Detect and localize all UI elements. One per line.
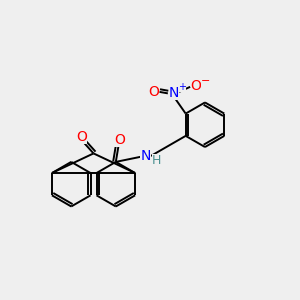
- Text: N: N: [169, 86, 179, 100]
- Text: O: O: [190, 79, 202, 93]
- Text: −: −: [201, 76, 210, 85]
- Text: +: +: [178, 82, 186, 92]
- Text: H: H: [152, 154, 161, 167]
- Text: O: O: [114, 134, 125, 148]
- Text: O: O: [76, 130, 87, 144]
- Text: N: N: [140, 149, 151, 163]
- Text: O: O: [148, 85, 159, 99]
